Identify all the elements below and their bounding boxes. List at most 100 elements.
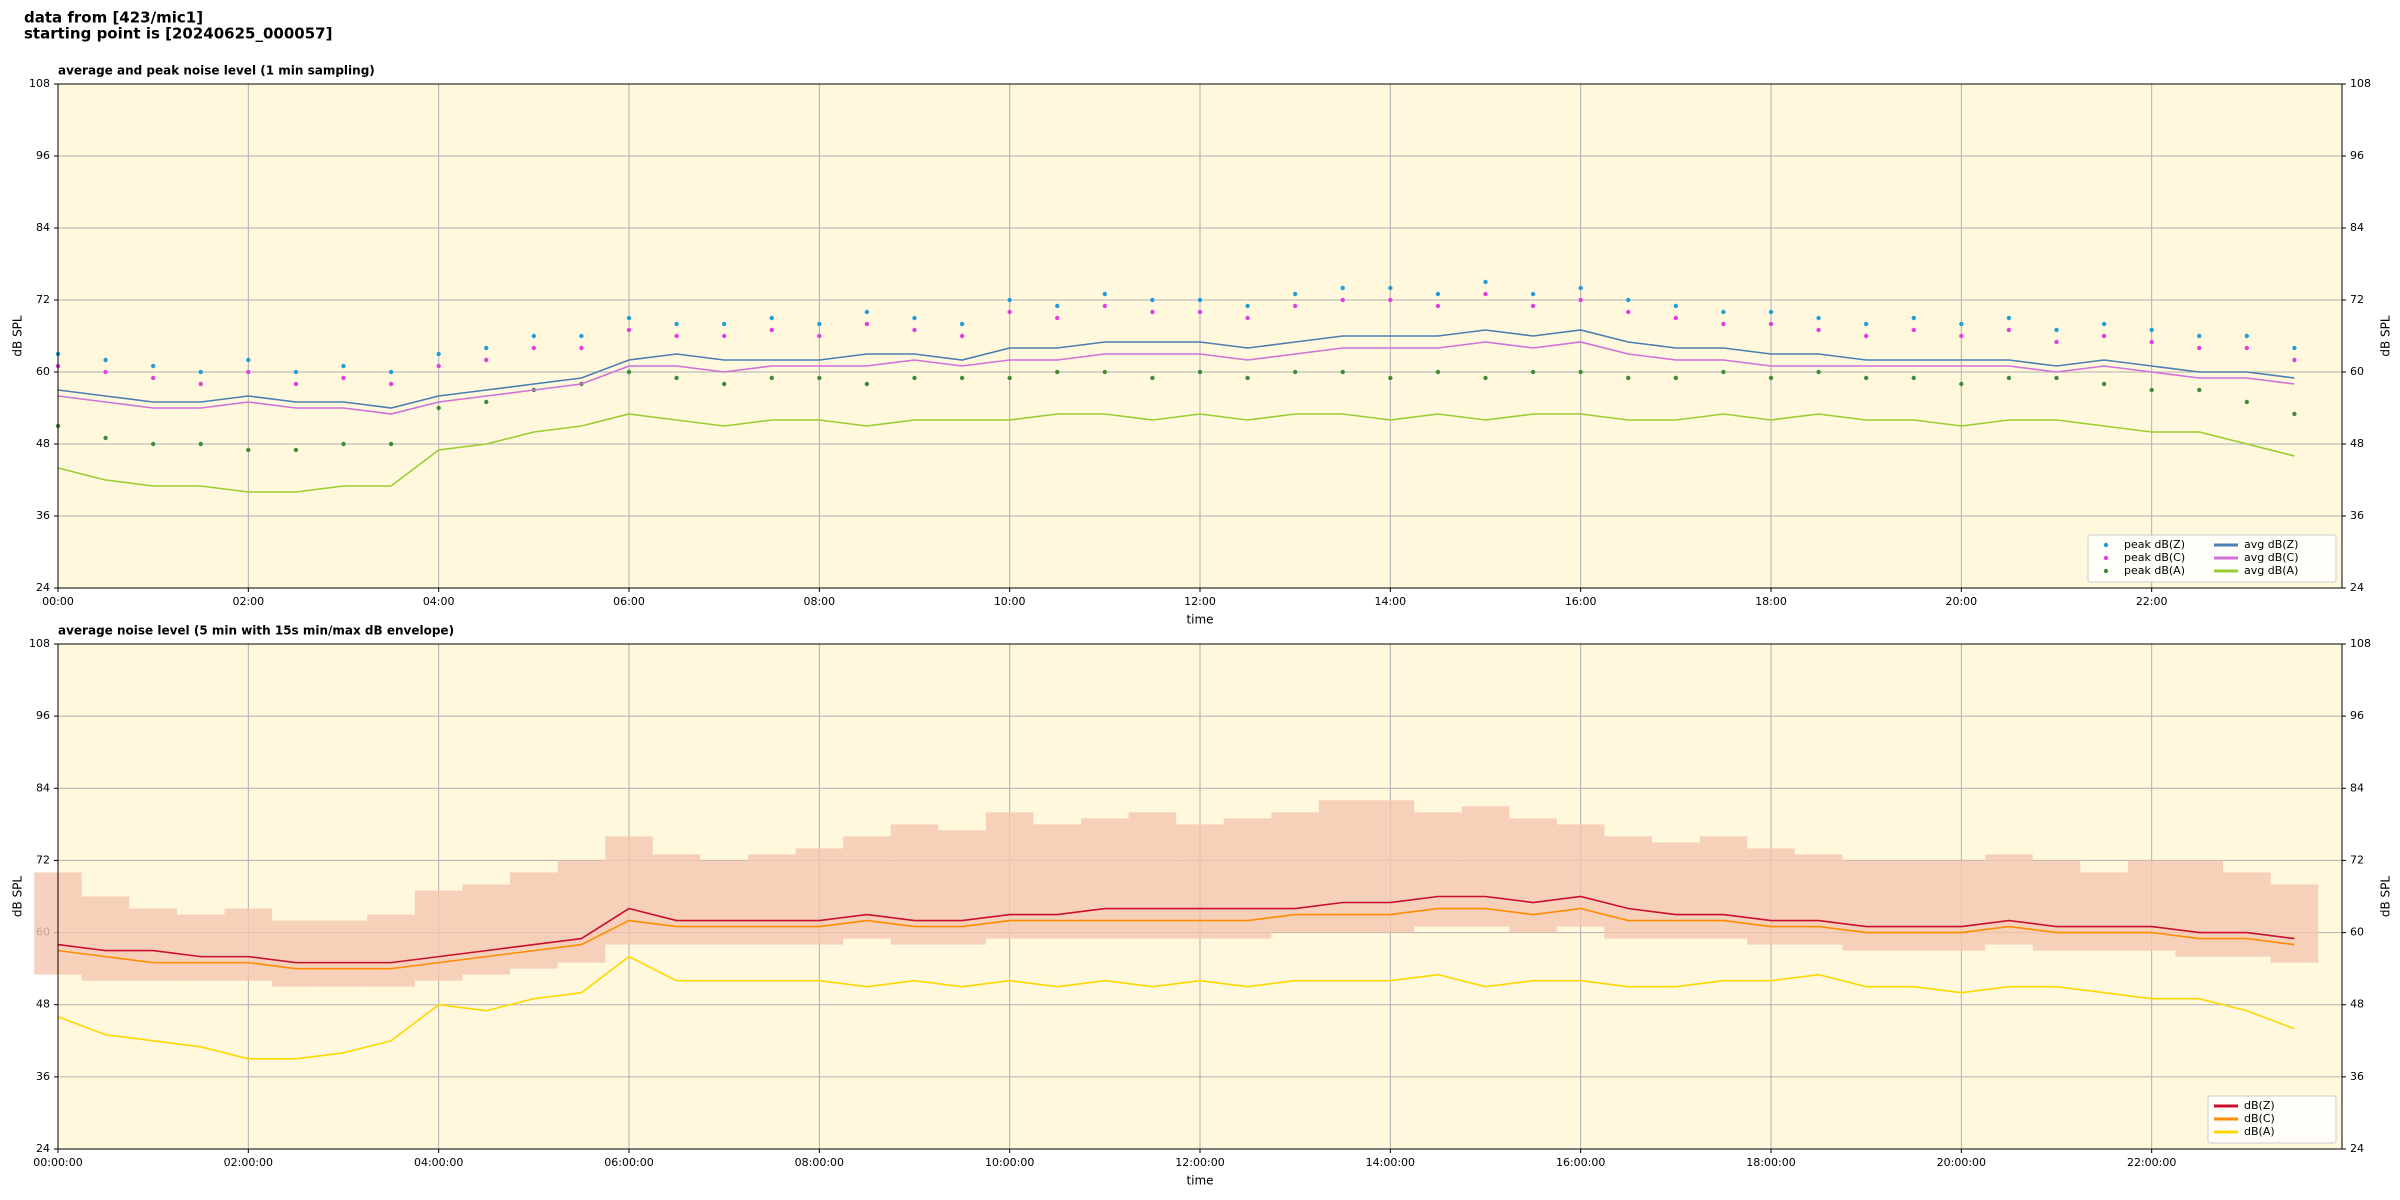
peak-point: [626, 327, 632, 333]
envelope-band: [795, 848, 844, 945]
peak-point: [1959, 381, 1964, 387]
legend-symbol: [2103, 542, 2109, 548]
y-tick-label: 72: [2350, 853, 2364, 866]
peak-point: [2006, 315, 2012, 321]
peak-point: [2054, 375, 2059, 381]
x-axis-label: time: [1186, 1174, 1213, 1188]
y-tick-label: 84: [2350, 781, 2364, 794]
x-tick-label: 08:00: [803, 595, 835, 608]
peak-point: [1768, 309, 1774, 315]
peak-point: [1863, 333, 1869, 339]
envelope-band: [2223, 872, 2271, 957]
y-tick-label: 60: [2350, 926, 2364, 939]
series-line: [57, 955, 2295, 1060]
peak-point: [246, 369, 251, 375]
peak-point: [1483, 291, 1488, 297]
y-tick-label: 96: [2350, 709, 2364, 722]
envelope-band: [938, 830, 986, 945]
y-tick-label: 72: [36, 853, 50, 866]
envelope-band: [319, 920, 368, 987]
x-axis-label: time: [1186, 613, 1213, 627]
peak-point: [1483, 279, 1488, 285]
y-tick-label: 36: [2350, 1070, 2364, 1083]
peak-point: [2006, 375, 2012, 381]
envelope-band: [2175, 860, 2224, 957]
envelope-band: [1033, 824, 1082, 939]
peak-point: [1292, 369, 1298, 375]
y-tick-label: 24: [36, 581, 50, 594]
x-tick-label: 08:00:00: [795, 1156, 844, 1169]
envelope-band: [652, 854, 701, 945]
x-tick-label: 06:00:00: [604, 1156, 653, 1169]
peak-point: [1816, 315, 1821, 321]
peak-point: [817, 375, 822, 381]
peak-point: [1007, 309, 1012, 315]
peak-point: [1292, 303, 1298, 309]
peak-point: [484, 345, 489, 351]
envelope-band: [605, 836, 653, 945]
peak-point: [388, 441, 394, 447]
peak-point: [198, 369, 203, 375]
legend-label: avg dB(C): [2244, 551, 2299, 564]
peak-point: [1959, 333, 1964, 339]
legend-symbol: [2103, 568, 2109, 574]
peak-point: [1816, 327, 1821, 333]
y-tick-label: 72: [36, 293, 50, 306]
peak-point: [1673, 315, 1679, 321]
peak-point: [2292, 357, 2297, 363]
legend-symbol: [2103, 555, 2109, 561]
peak-point: [103, 357, 108, 363]
peak-point: [1340, 297, 1345, 303]
peak-point: [2054, 339, 2059, 345]
peak-point: [817, 321, 822, 327]
y-tick-label: 24: [36, 1142, 50, 1155]
y-axis-label: dB SPL: [11, 876, 25, 918]
peak-point: [198, 441, 203, 447]
y-tick-label: 108: [2350, 637, 2371, 650]
peak-point: [1721, 309, 1726, 315]
peak-point: [912, 375, 917, 381]
y-tick-label: 36: [2350, 509, 2364, 522]
envelope-band: [367, 914, 415, 987]
peak-point: [1435, 369, 1441, 375]
peak-point: [2197, 387, 2202, 393]
y-tick-label: 72: [2350, 293, 2364, 306]
y-tick-label: 60: [36, 365, 50, 378]
y-tick-label: 36: [36, 509, 50, 522]
peak-point: [2101, 333, 2107, 339]
peak-point: [626, 315, 632, 321]
y-axis-label: dB SPL: [2379, 315, 2393, 357]
peak-point: [1530, 291, 1536, 297]
x-tick-label: 16:00:00: [1556, 1156, 1605, 1169]
x-tick-label: 02:00:00: [224, 1156, 273, 1169]
peak-point: [103, 435, 108, 441]
peak-point: [2149, 327, 2154, 333]
peak-point: [1768, 321, 1774, 327]
envelope-band: [462, 884, 511, 975]
peak-point: [1245, 315, 1250, 321]
x-tick-label: 20:00: [1945, 595, 1977, 608]
legend-label: avg dB(Z): [2244, 538, 2298, 551]
peak-point: [864, 381, 870, 387]
chart: average noise level (5 min with 15s min/…: [11, 624, 2393, 1188]
y-tick-label: 24: [2350, 581, 2364, 594]
peak-point: [959, 375, 965, 381]
y-tick-label: 84: [36, 781, 50, 794]
peak-point: [674, 333, 679, 339]
legend-label: avg dB(A): [2244, 564, 2298, 577]
peak-point: [579, 345, 584, 351]
peak-point: [1102, 303, 1108, 309]
envelope-band: [414, 890, 463, 981]
x-tick-label: 14:00: [1374, 595, 1406, 608]
legend-label: dB(C): [2244, 1112, 2275, 1125]
peak-point: [1863, 375, 1869, 381]
envelope-band: [2270, 884, 2319, 963]
x-tick-label: 20:00:00: [1937, 1156, 1986, 1169]
envelope-band: [2080, 872, 2128, 951]
peak-point: [2006, 327, 2012, 333]
peak-point: [1626, 309, 1631, 315]
peak-point: [959, 333, 965, 339]
envelope-band: [1747, 848, 1795, 945]
envelope-band: [1128, 812, 1177, 939]
